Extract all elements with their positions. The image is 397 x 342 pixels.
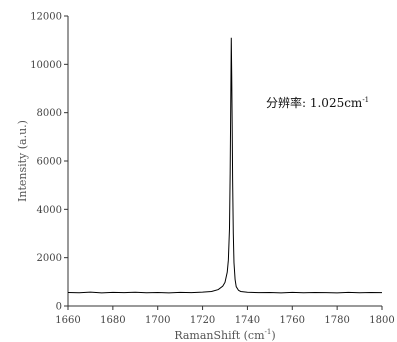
x-tick-label: 1760 bbox=[280, 315, 305, 326]
x-tick-label: 1700 bbox=[145, 315, 170, 326]
x-axis-label-close: ) bbox=[271, 329, 275, 342]
y-tick-label: 2000 bbox=[37, 253, 62, 264]
x-tick-label: 1660 bbox=[55, 315, 80, 326]
x-tick-label: 1720 bbox=[190, 315, 215, 326]
plot-area: 1660 1680 1700 1720 1740 1760 1780 1800 0 2000 40… bbox=[30, 12, 395, 327]
x-tick-label: 1740 bbox=[235, 315, 260, 326]
x-ticks: 1660 1680 1700 1720 1740 1760 1780 1800 bbox=[55, 306, 394, 326]
y-tick-label: 4000 bbox=[37, 205, 62, 216]
series-layer bbox=[68, 38, 382, 293]
y-tick-label: 12000 bbox=[30, 12, 62, 23]
resolution-annotation: 分辨率: 1.025cm-1 bbox=[266, 95, 369, 110]
x-tick-label: 1680 bbox=[100, 315, 125, 326]
x-tick-label: 1800 bbox=[369, 315, 394, 326]
y-axis-label: Intensity (a.u.) bbox=[16, 120, 29, 202]
x-tick-label: 1780 bbox=[324, 315, 349, 326]
y-tick-label: 10000 bbox=[30, 60, 62, 71]
y-tick-label: 6000 bbox=[37, 157, 62, 168]
x-axis-label-superscript: -1 bbox=[265, 328, 272, 336]
resolution-annotation-superscript: -1 bbox=[362, 96, 369, 104]
y-ticks: 0 2000 4000 6000 8000 10000 12000 bbox=[30, 12, 68, 313]
y-tick-label: 0 bbox=[56, 302, 62, 313]
x-axis-label: RamanShift (cm-1) bbox=[174, 328, 275, 342]
series-line-0 bbox=[68, 38, 382, 293]
y-tick-label: 8000 bbox=[37, 108, 62, 119]
